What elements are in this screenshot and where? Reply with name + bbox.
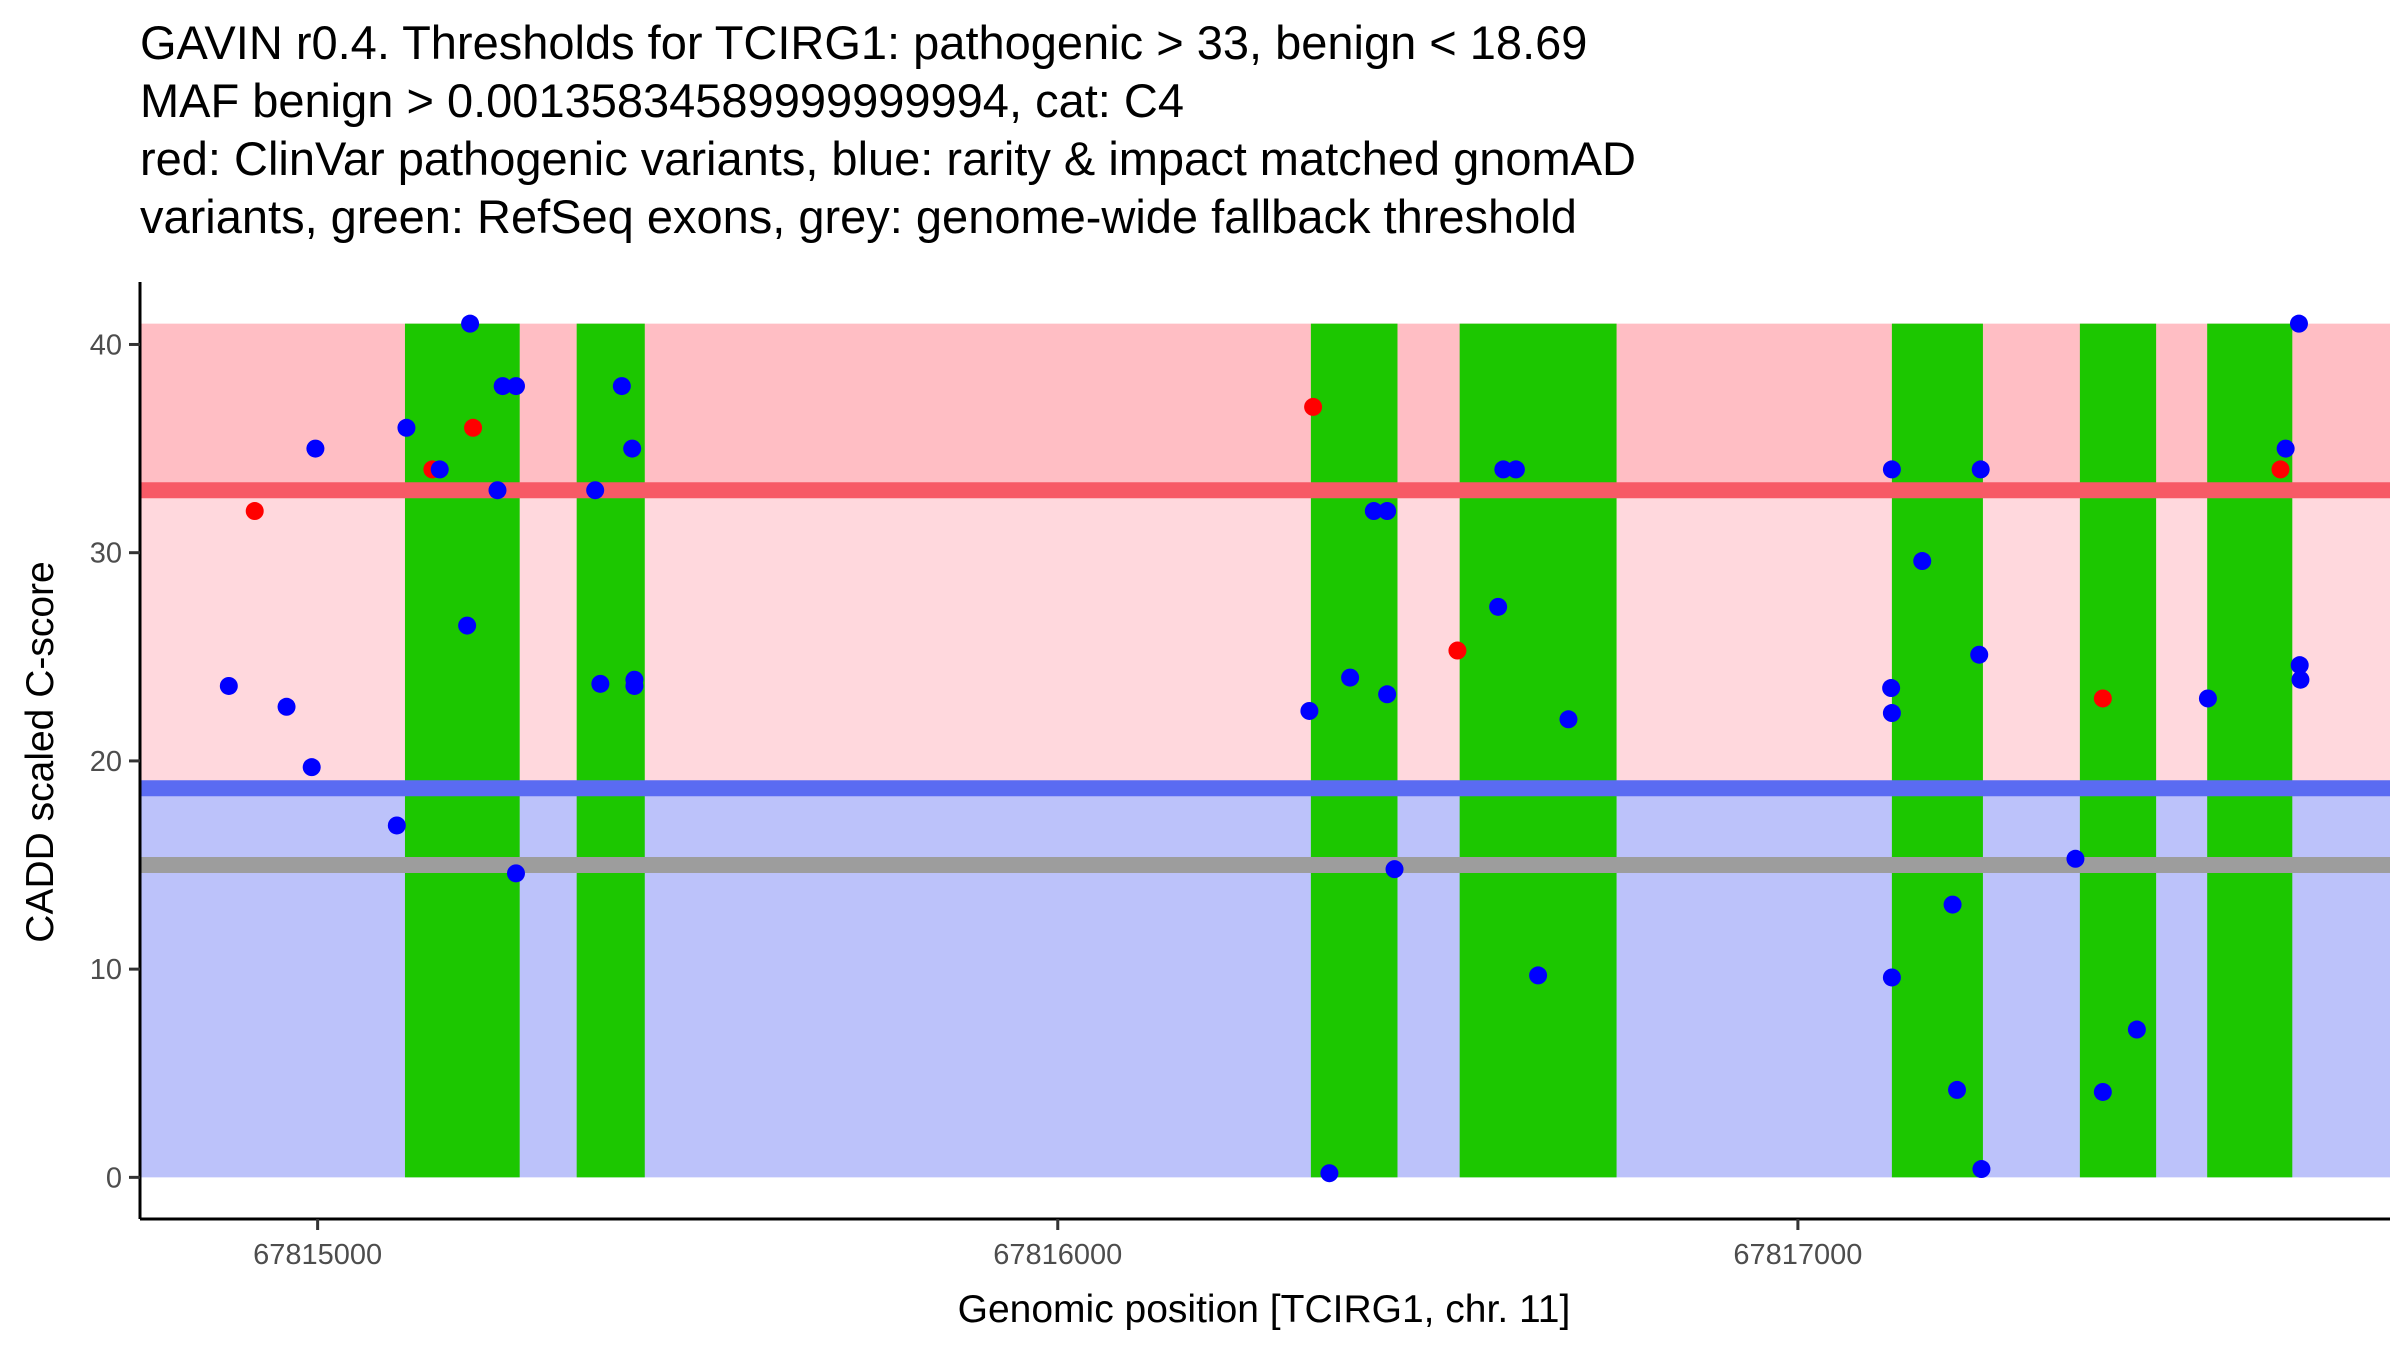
- y-tick-label: 0: [106, 1162, 122, 1194]
- gnomad-point: [1559, 710, 1578, 729]
- gnomad-point: [591, 674, 610, 693]
- gnomad-point: [2127, 1020, 2146, 1039]
- gnomad-point: [461, 314, 480, 333]
- exon-bar: [2079, 323, 2157, 1178]
- gnomad-point: [2291, 670, 2310, 689]
- exon-bar: [404, 323, 520, 1178]
- gnomad-point: [1489, 597, 1508, 616]
- gnomad-point: [1385, 860, 1404, 879]
- gnomad-point: [2198, 689, 2217, 708]
- gnomad-point: [1970, 645, 1989, 664]
- x-axis-label: Genomic position [TCIRG1, chr. 11]: [958, 1288, 1571, 1331]
- gnomad-point: [430, 460, 449, 479]
- gnomad-point: [387, 816, 406, 835]
- gnomad-point: [1300, 701, 1319, 720]
- x-tick-label: 67816000: [993, 1239, 1122, 1271]
- gnomad-point: [397, 418, 416, 437]
- gnomad-point: [1378, 502, 1397, 521]
- variant-points: [219, 314, 2310, 1183]
- title-line-4: variants, green: RefSeq exons, grey: gen…: [140, 190, 1577, 243]
- gnomad-point: [2290, 656, 2309, 675]
- clinvar-point: [245, 502, 264, 521]
- gnomad-point: [306, 439, 325, 458]
- gnomad-point: [1341, 668, 1360, 687]
- clinvar-point: [464, 418, 483, 437]
- gnomad-point: [2276, 439, 2295, 458]
- y-tick-label: 30: [90, 538, 122, 570]
- title-line-2: MAF benign > 0.00135834589999999994, cat…: [140, 74, 1184, 127]
- gnomad-point: [493, 377, 512, 396]
- gnomad-point: [625, 676, 644, 695]
- y-tick-label: 20: [90, 746, 122, 778]
- gnomad-point: [2066, 849, 2085, 868]
- clinvar-point: [1448, 641, 1467, 660]
- chart-title: GAVIN r0.4. Thresholds for TCIRG1: patho…: [140, 14, 2340, 246]
- gnomad-point: [277, 697, 296, 716]
- clinvar-point: [2093, 689, 2112, 708]
- gnomad-point: [302, 758, 321, 777]
- gnomad-point: [1506, 460, 1525, 479]
- gnomad-point: [219, 676, 238, 695]
- clinvar-point: [2271, 460, 2290, 479]
- gnomad-point: [1364, 502, 1383, 521]
- gnomad-point: [1948, 1080, 1967, 1099]
- title-line-1: GAVIN r0.4. Thresholds for TCIRG1: patho…: [140, 16, 1588, 69]
- gnomad-point: [1494, 460, 1513, 479]
- gnomad-point: [1882, 460, 1901, 479]
- gnomad-point: [2289, 314, 2308, 333]
- gnomad-point: [1320, 1164, 1339, 1183]
- x-tick-label: 67815000: [253, 1239, 382, 1271]
- gnomad-point: [1882, 679, 1901, 698]
- title-line-3: red: ClinVar pathogenic variants, blue: …: [140, 132, 1636, 185]
- exon-bar: [1891, 323, 1983, 1178]
- gnomad-point: [488, 481, 507, 500]
- y-tick-label: 40: [90, 329, 122, 361]
- gnomad-point: [586, 481, 605, 500]
- gnomad-point: [506, 377, 525, 396]
- gnomad-point: [458, 616, 477, 635]
- y-tick-label: 10: [90, 954, 122, 986]
- gnomad-point: [1529, 966, 1548, 985]
- gnomad-point: [623, 439, 642, 458]
- gnomad-point: [612, 377, 631, 396]
- gnomad-point: [1882, 704, 1901, 723]
- gnomad-point: [1378, 685, 1397, 704]
- gnomad-point: [2093, 1082, 2112, 1101]
- clinvar-point: [1304, 397, 1323, 416]
- axes: 67815000 67816000 67817000 0 10 20 30 40: [90, 282, 2390, 1271]
- gnomad-point: [1943, 895, 1962, 914]
- exon-bar: [1459, 323, 1617, 1178]
- gnomad-point: [1882, 968, 1901, 987]
- gnomad-point: [1971, 460, 1990, 479]
- gnomad-point: [1972, 1160, 1991, 1179]
- x-tick-label: 67817000: [1733, 1239, 1862, 1271]
- gnomad-point: [506, 864, 525, 883]
- exon-bar: [576, 323, 645, 1178]
- exon-bar: [1310, 323, 1398, 1178]
- y-axis-label: CADD scaled C-score: [19, 561, 62, 942]
- gnomad-point: [1913, 552, 1932, 571]
